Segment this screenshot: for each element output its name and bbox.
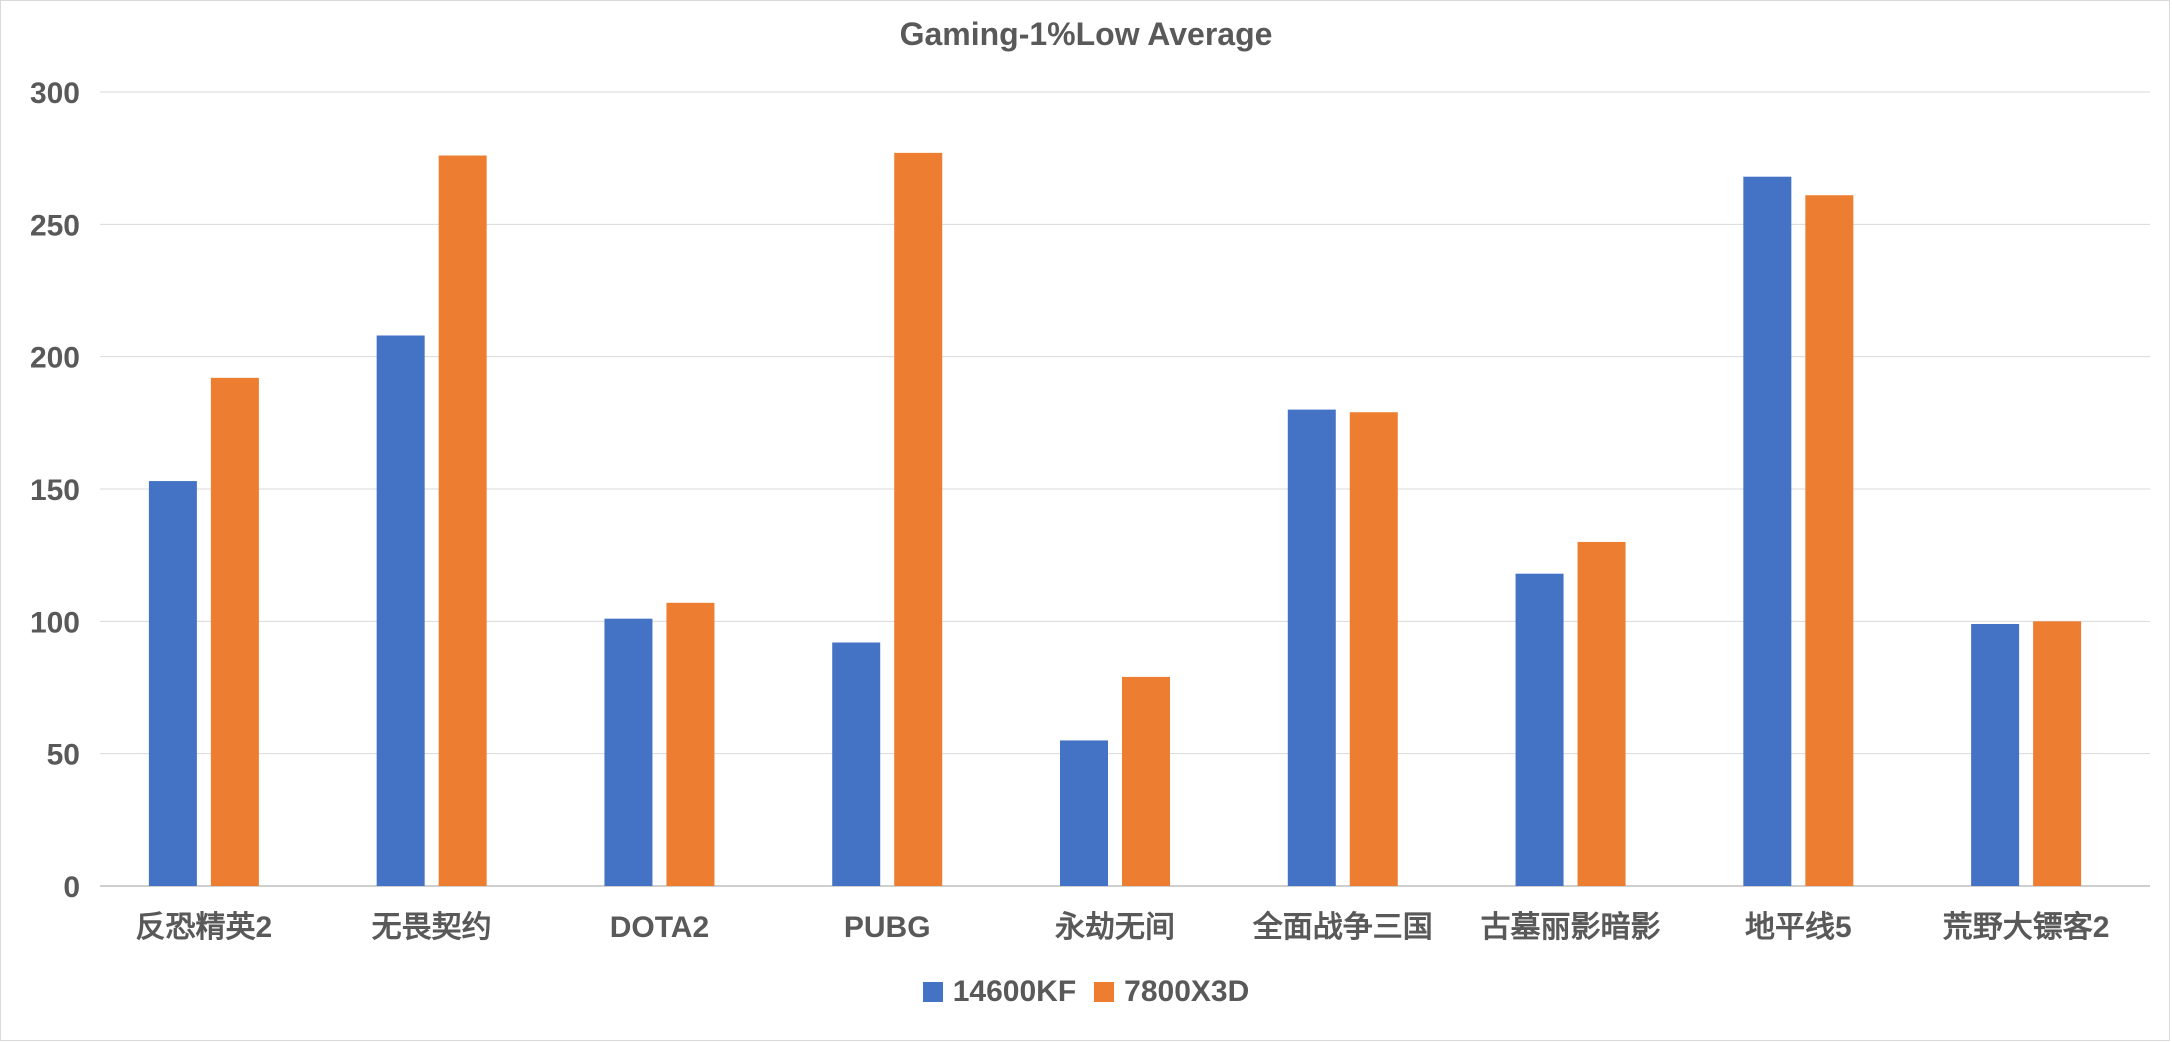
legend-label: 14600KF [952, 975, 1077, 1008]
bar-7800x3d-6 [1577, 541, 1626, 886]
y-tick-label: 150 [30, 474, 80, 507]
y-tick-label: 250 [30, 209, 80, 242]
y-tick-label: 50 [47, 739, 80, 772]
x-tick-label: DOTA2 [610, 911, 709, 944]
bar-14600kf-5 [1287, 409, 1336, 886]
x-tick-label: 永劫无间 [1055, 911, 1175, 944]
x-tick-label: PUBG [844, 911, 931, 944]
bar-14600kf-0 [148, 481, 197, 886]
bar-7800x3d-4 [1122, 676, 1170, 886]
x-tick-label: 无畏契约 [372, 911, 492, 944]
legend-item-14600kf: 14600KF [922, 975, 1077, 1009]
legend-swatch [922, 982, 943, 1002]
bar-7800x3d-5 [1349, 412, 1398, 886]
x-tick-label: 古墓丽影暗影 [1481, 911, 1661, 944]
y-tick-label: 100 [30, 606, 80, 639]
bar-14600kf-6 [1515, 573, 1564, 886]
bar-14600kf-7 [1743, 176, 1792, 886]
x-tick-label: 荒野大镖客2 [1943, 910, 2110, 944]
bar-14600kf-3 [832, 642, 881, 886]
legend: 14600KF 7800X3D [0, 975, 2172, 1009]
bar-7800x3d-3 [894, 152, 943, 886]
bar-14600kf-2 [604, 618, 653, 886]
y-axis-ticks: 0 50 100 150 200 250 300 [30, 77, 80, 904]
x-tick-label: 反恐精英2 [136, 911, 273, 944]
y-tick-label: 300 [30, 77, 80, 110]
bars [148, 152, 2082, 887]
legend-item-7800x3d: 7800X3D [1094, 975, 1249, 1009]
x-tick-label: 全面战争三国 [1252, 910, 1433, 944]
bar-14600kf-1 [376, 335, 425, 886]
x-axis-ticks: 反恐精英2 无畏契约 DOTA2 PUBG 永劫无间 全面战争三国 古墓丽影暗影 地平线5 荒野… [136, 910, 2110, 944]
bar-7800x3d-0 [210, 377, 259, 886]
legend-label: 7800X3D [1124, 975, 1250, 1008]
bar-14600kf-4 [1060, 740, 1108, 886]
y-tick-label: 200 [30, 342, 80, 375]
y-tick-label: 0 [63, 871, 80, 904]
chart-title: Gaming-1%Low Average [900, 16, 1273, 52]
bar-7800x3d-7 [1805, 195, 1854, 887]
bar-7800x3d-8 [2033, 621, 2082, 886]
bar-7800x3d-2 [666, 602, 715, 886]
bar-14600kf-8 [1971, 623, 2020, 886]
bar-7800x3d-1 [438, 155, 487, 886]
legend-swatch [1094, 982, 1115, 1002]
x-tick-label: 地平线5 [1745, 911, 1852, 944]
